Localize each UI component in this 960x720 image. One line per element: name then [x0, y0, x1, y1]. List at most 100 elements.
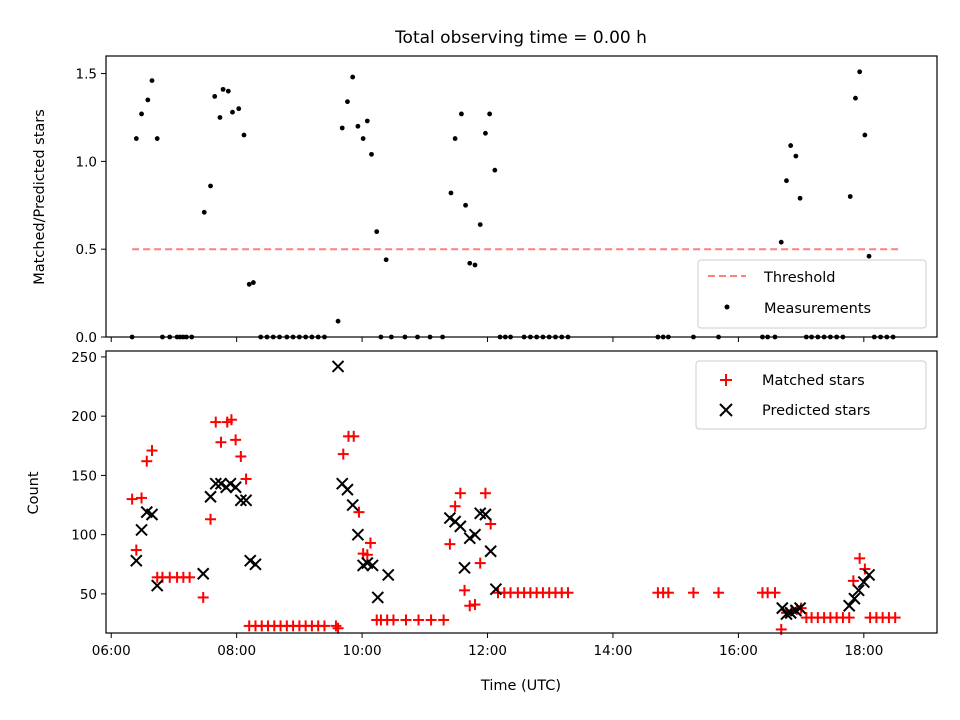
predicted-star-marker: [852, 584, 865, 597]
matched-star-marker: [230, 434, 242, 446]
measurement-point: [472, 262, 478, 268]
predicted-star-marker: [244, 554, 257, 567]
measurement-point: [246, 281, 252, 287]
matched-star-marker: [687, 587, 699, 599]
matched-star-marker: [332, 622, 344, 634]
bottom-legend-box: [695, 360, 927, 430]
bottom-y-tick-label: 50: [80, 587, 97, 603]
measurement-point: [458, 111, 464, 117]
bottom-x-axis-label: Time (UTC): [480, 678, 561, 694]
bottom-x-tick-label: 10:00: [343, 643, 382, 659]
matched-star-marker: [126, 493, 138, 505]
predicted-star-marker: [209, 477, 222, 490]
measurement-point: [225, 88, 231, 94]
matched-star-marker: [479, 487, 491, 499]
legend-matched-label: Matched stars: [762, 373, 865, 389]
top-x-ticks: [110, 337, 865, 342]
predicted-star-marker: [234, 494, 248, 507]
bottom-panel: 50 100 150 200 250 06:00 08:00 10:00 12:00 14:00…: [26, 350, 938, 694]
matched-star-marker: [854, 552, 866, 564]
predicted-star-marker: [351, 528, 365, 541]
bottom-axes-frame: [105, 350, 938, 634]
bottom-x-tick-label: 12:00: [468, 643, 507, 659]
measurement-point: [448, 190, 454, 196]
measurement-point: [369, 151, 374, 157]
legend-matched-swatch: [720, 374, 732, 386]
measurement-point: [220, 86, 226, 92]
matched-star-marker: [353, 506, 365, 518]
matched-star-marker: [146, 445, 158, 457]
measurement-point: [788, 143, 794, 148]
bottom-marks: [126, 360, 901, 635]
measurement-point: [857, 69, 863, 75]
predicted-star-marker: [454, 520, 467, 533]
measurement-point: [201, 209, 207, 215]
measurement-point: [217, 115, 223, 120]
predicted-star-marker: [151, 579, 164, 592]
measurement-point: [350, 74, 356, 80]
predicted-star-marker: [443, 511, 457, 525]
matched-star-marker: [348, 430, 360, 442]
legend-predicted-swatch: [719, 403, 733, 417]
measurement-point: [778, 239, 784, 245]
predicted-star-marker: [331, 360, 345, 373]
predicted-star-marker: [842, 599, 856, 612]
bottom-y-tick-label: 150: [71, 468, 97, 484]
bottom-x-tick-label: 06:00: [92, 643, 131, 659]
matched-star-marker: [205, 513, 217, 525]
measurement-point: [477, 222, 483, 228]
measurement-point: [145, 97, 151, 103]
measurement-point: [784, 178, 789, 184]
predicted-star-marker: [489, 582, 503, 596]
top-y-axis-label: Matched/Predicted stars: [32, 109, 48, 285]
measurement-point: [230, 109, 235, 115]
matched-star-marker: [235, 450, 247, 462]
matched-star-marker: [843, 612, 855, 624]
predicted-star-marker: [229, 481, 242, 494]
measurement-point: [793, 153, 799, 159]
measurement-point: [208, 183, 213, 189]
measurement-point: [383, 257, 389, 263]
predicted-star-marker: [848, 592, 861, 605]
matched-star-marker: [438, 614, 450, 626]
predicted-star-marker: [484, 545, 497, 558]
measurement-point: [364, 118, 370, 124]
predicted-star-marker: [346, 498, 359, 512]
matched-star-marker: [197, 591, 209, 603]
measurement-point: [847, 194, 853, 199]
predicted-star-marker: [130, 554, 143, 567]
top-marks: [129, 69, 901, 340]
measurement-point: [853, 95, 858, 101]
matched-star-marker: [562, 587, 574, 599]
matched-star-marker: [210, 416, 222, 428]
predicted-star-marker: [371, 591, 384, 604]
bottom-legend: Matched stars Predicted stars: [695, 360, 927, 430]
measurement-point: [212, 93, 218, 99]
matched-star-marker: [141, 455, 153, 467]
predicted-star-marker: [463, 532, 476, 545]
top-y-tick-label: 0.5: [76, 242, 97, 258]
matched-star-marker: [215, 436, 227, 448]
matched-star-marker: [464, 600, 476, 612]
top-y-tick-label: 0.0: [76, 330, 97, 346]
measurement-point: [487, 111, 493, 117]
matched-star-marker: [454, 487, 466, 499]
predicted-star-marker: [204, 490, 217, 503]
predicted-star-marker: [135, 523, 148, 537]
matched-star-marker: [662, 587, 674, 599]
matched-star-marker: [449, 500, 461, 512]
legend-predicted-label: Predicted stars: [762, 403, 870, 419]
legend-threshold-label: Threshold: [763, 270, 835, 286]
bottom-x-tick-label: 16:00: [719, 643, 758, 659]
matched-star-marker: [225, 414, 237, 426]
matched-star-marker: [889, 612, 901, 624]
legend-measurements-swatch: [724, 304, 730, 310]
predicted-star-marker: [197, 567, 210, 580]
predicted-star-marker: [214, 477, 228, 490]
top-y-ticks: 0.0 0.5 1.0 1.5: [76, 67, 106, 346]
predicted-star-marker: [224, 477, 237, 490]
bottom-x-tick-label: 18:00: [844, 643, 883, 659]
measurement-point: [797, 195, 803, 201]
